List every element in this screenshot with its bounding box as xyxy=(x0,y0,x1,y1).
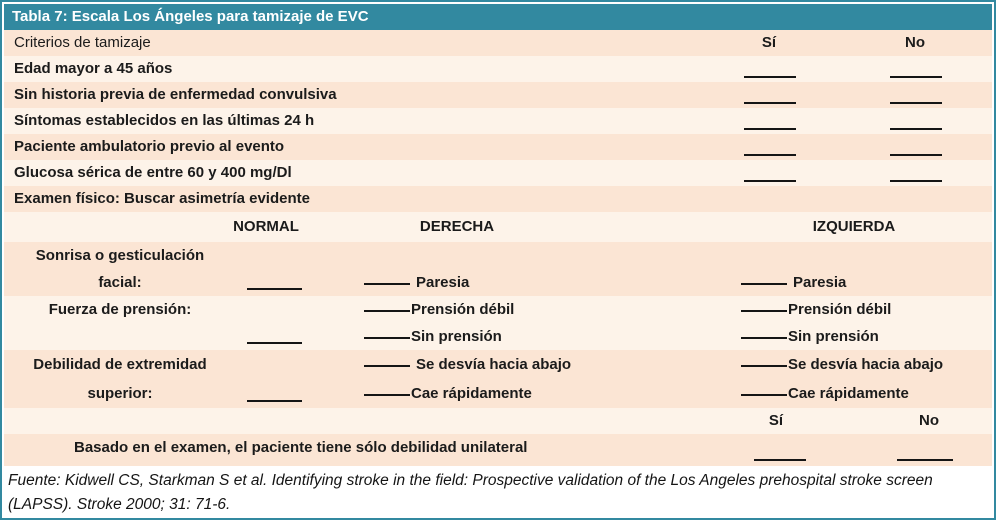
option-label: Paresia xyxy=(793,274,847,291)
derecha-option: Prensión débil xyxy=(364,296,514,323)
criteria-header-row: Criterios de tamizaje Sí No xyxy=(4,30,992,56)
criteria-row-ambulatorio: Paciente ambulatorio previo al evento xyxy=(4,134,992,160)
exam-line: facial: Paresia Paresia xyxy=(4,269,992,296)
criteria-row-convulsiva: Sin historia previa de enfermedad convul… xyxy=(4,82,992,108)
izquierda-option: Paresia xyxy=(741,269,846,296)
yes-column-header: Sí xyxy=(768,412,784,429)
exam-row-fuerza: Fuerza de prensión: Prensión débil Prens… xyxy=(4,296,992,350)
unilateral-header-row: Sí No xyxy=(4,408,992,434)
criteria-header-label: Criterios de tamizaje xyxy=(14,34,151,51)
normal-answer-line xyxy=(247,288,302,290)
izquierda-option: Se desvía hacia abajo xyxy=(741,350,943,379)
criteria-row-glucosa: Glucosa sérica de entre 60 y 400 mg/Dl xyxy=(4,160,992,186)
exam-line: Debilidad de extremidad Se desvía hacia … xyxy=(4,350,992,379)
exam-row-label: superior: xyxy=(87,385,153,402)
option-label: Cae rápidamente xyxy=(788,385,909,402)
yes-column-header: Sí xyxy=(761,34,777,51)
criteria-label: Síntomas establecidos en las últimas 24 … xyxy=(14,112,315,129)
derecha-option: Cae rápidamente xyxy=(364,379,532,408)
exam-intro-label: Examen físico: Buscar asimetría evidente xyxy=(14,190,310,207)
answer-line xyxy=(741,308,787,312)
normal-column-header: NORMAL xyxy=(233,218,299,235)
answer-line xyxy=(364,392,410,396)
exam-line: Sonrisa o gesticulación xyxy=(4,242,992,269)
table-title: Tabla 7: Escala Los Ángeles para tamizaj… xyxy=(4,4,992,30)
criteria-row-sintomas: Síntomas establecidos en las últimas 24 … xyxy=(4,108,992,134)
izquierda-option: Cae rápidamente xyxy=(741,379,909,408)
option-label: Paresia xyxy=(416,274,470,291)
exam-line: superior: Cae rápidamente Cae rápidament… xyxy=(4,379,992,408)
answer-line xyxy=(741,281,787,285)
exam-row-debilidad: Debilidad de extremidad Se desvía hacia … xyxy=(4,350,992,408)
exam-row-label: facial: xyxy=(98,274,142,291)
normal-answer-line xyxy=(247,400,302,402)
answer-line xyxy=(364,308,410,312)
exam-row-label: Sonrisa o gesticulación xyxy=(35,247,205,264)
exam-row-sonrisa: Sonrisa o gesticulación facial: Paresia … xyxy=(4,242,992,296)
no-answer-line xyxy=(890,154,942,156)
no-answer-line xyxy=(890,128,942,130)
exam-header-row: NORMAL DERECHA IZQUIERDA xyxy=(4,212,992,242)
criteria-label: Paciente ambulatorio previo al evento xyxy=(14,138,285,155)
option-label: Cae rápidamente xyxy=(411,385,532,402)
exam-line: Sin prensión Sin prensión xyxy=(4,323,992,350)
exam-row-label: Fuerza de prensión: xyxy=(48,301,192,318)
yes-answer-line xyxy=(744,128,796,130)
exam-line: Fuerza de prensión: Prensión débil Prens… xyxy=(4,296,992,323)
answer-line xyxy=(364,363,410,367)
criteria-label: Glucosa sérica de entre 60 y 400 mg/Dl xyxy=(14,164,292,181)
option-label: Sin prensión xyxy=(788,328,879,345)
no-answer-line xyxy=(890,76,942,78)
yes-answer-line xyxy=(744,102,796,104)
criteria-row-edad: Edad mayor a 45 años xyxy=(4,56,992,82)
exam-row-label: Debilidad de extremidad xyxy=(33,356,207,373)
option-label: Se desvía hacia abajo xyxy=(788,356,944,373)
criteria-label: Edad mayor a 45 años xyxy=(14,60,173,77)
no-answer-line xyxy=(890,102,942,104)
no-answer-line xyxy=(897,459,953,461)
option-label: Prensión débil xyxy=(788,301,892,318)
option-label: Prensión débil xyxy=(411,301,515,318)
yes-answer-line xyxy=(744,154,796,156)
no-column-header: No xyxy=(905,34,925,51)
answer-line xyxy=(741,335,787,339)
option-label: Se desvía hacia abajo xyxy=(416,356,572,373)
derecha-option: Paresia xyxy=(364,269,469,296)
yes-answer-line xyxy=(744,180,796,182)
no-column-header: No xyxy=(919,412,939,429)
normal-answer-line xyxy=(247,342,302,344)
source-citation: Fuente: Kidwell CS, Starkman S et al. Id… xyxy=(8,472,933,513)
answer-line xyxy=(741,363,787,367)
unilateral-row: Basado en el examen, el paciente tiene s… xyxy=(4,434,992,466)
exam-intro-row: Examen físico: Buscar asimetría evidente xyxy=(4,186,992,212)
answer-line xyxy=(741,392,787,396)
criteria-label: Sin historia previa de enfermedad convul… xyxy=(14,86,337,103)
derecha-option: Se desvía hacia abajo xyxy=(364,350,571,379)
unilateral-label: Basado en el examen, el paciente tiene s… xyxy=(74,439,528,456)
yes-answer-line xyxy=(744,76,796,78)
answer-line xyxy=(364,335,410,339)
no-answer-line xyxy=(890,180,942,182)
izquierda-option: Sin prensión xyxy=(741,323,879,350)
option-label: Sin prensión xyxy=(411,328,502,345)
derecha-option: Sin prensión xyxy=(364,323,502,350)
izquierda-column-header: IZQUIERDA xyxy=(812,218,896,235)
answer-line xyxy=(364,281,410,285)
yes-answer-line xyxy=(754,459,806,461)
derecha-column-header: DERECHA xyxy=(419,218,495,235)
izquierda-option: Prensión débil xyxy=(741,296,891,323)
